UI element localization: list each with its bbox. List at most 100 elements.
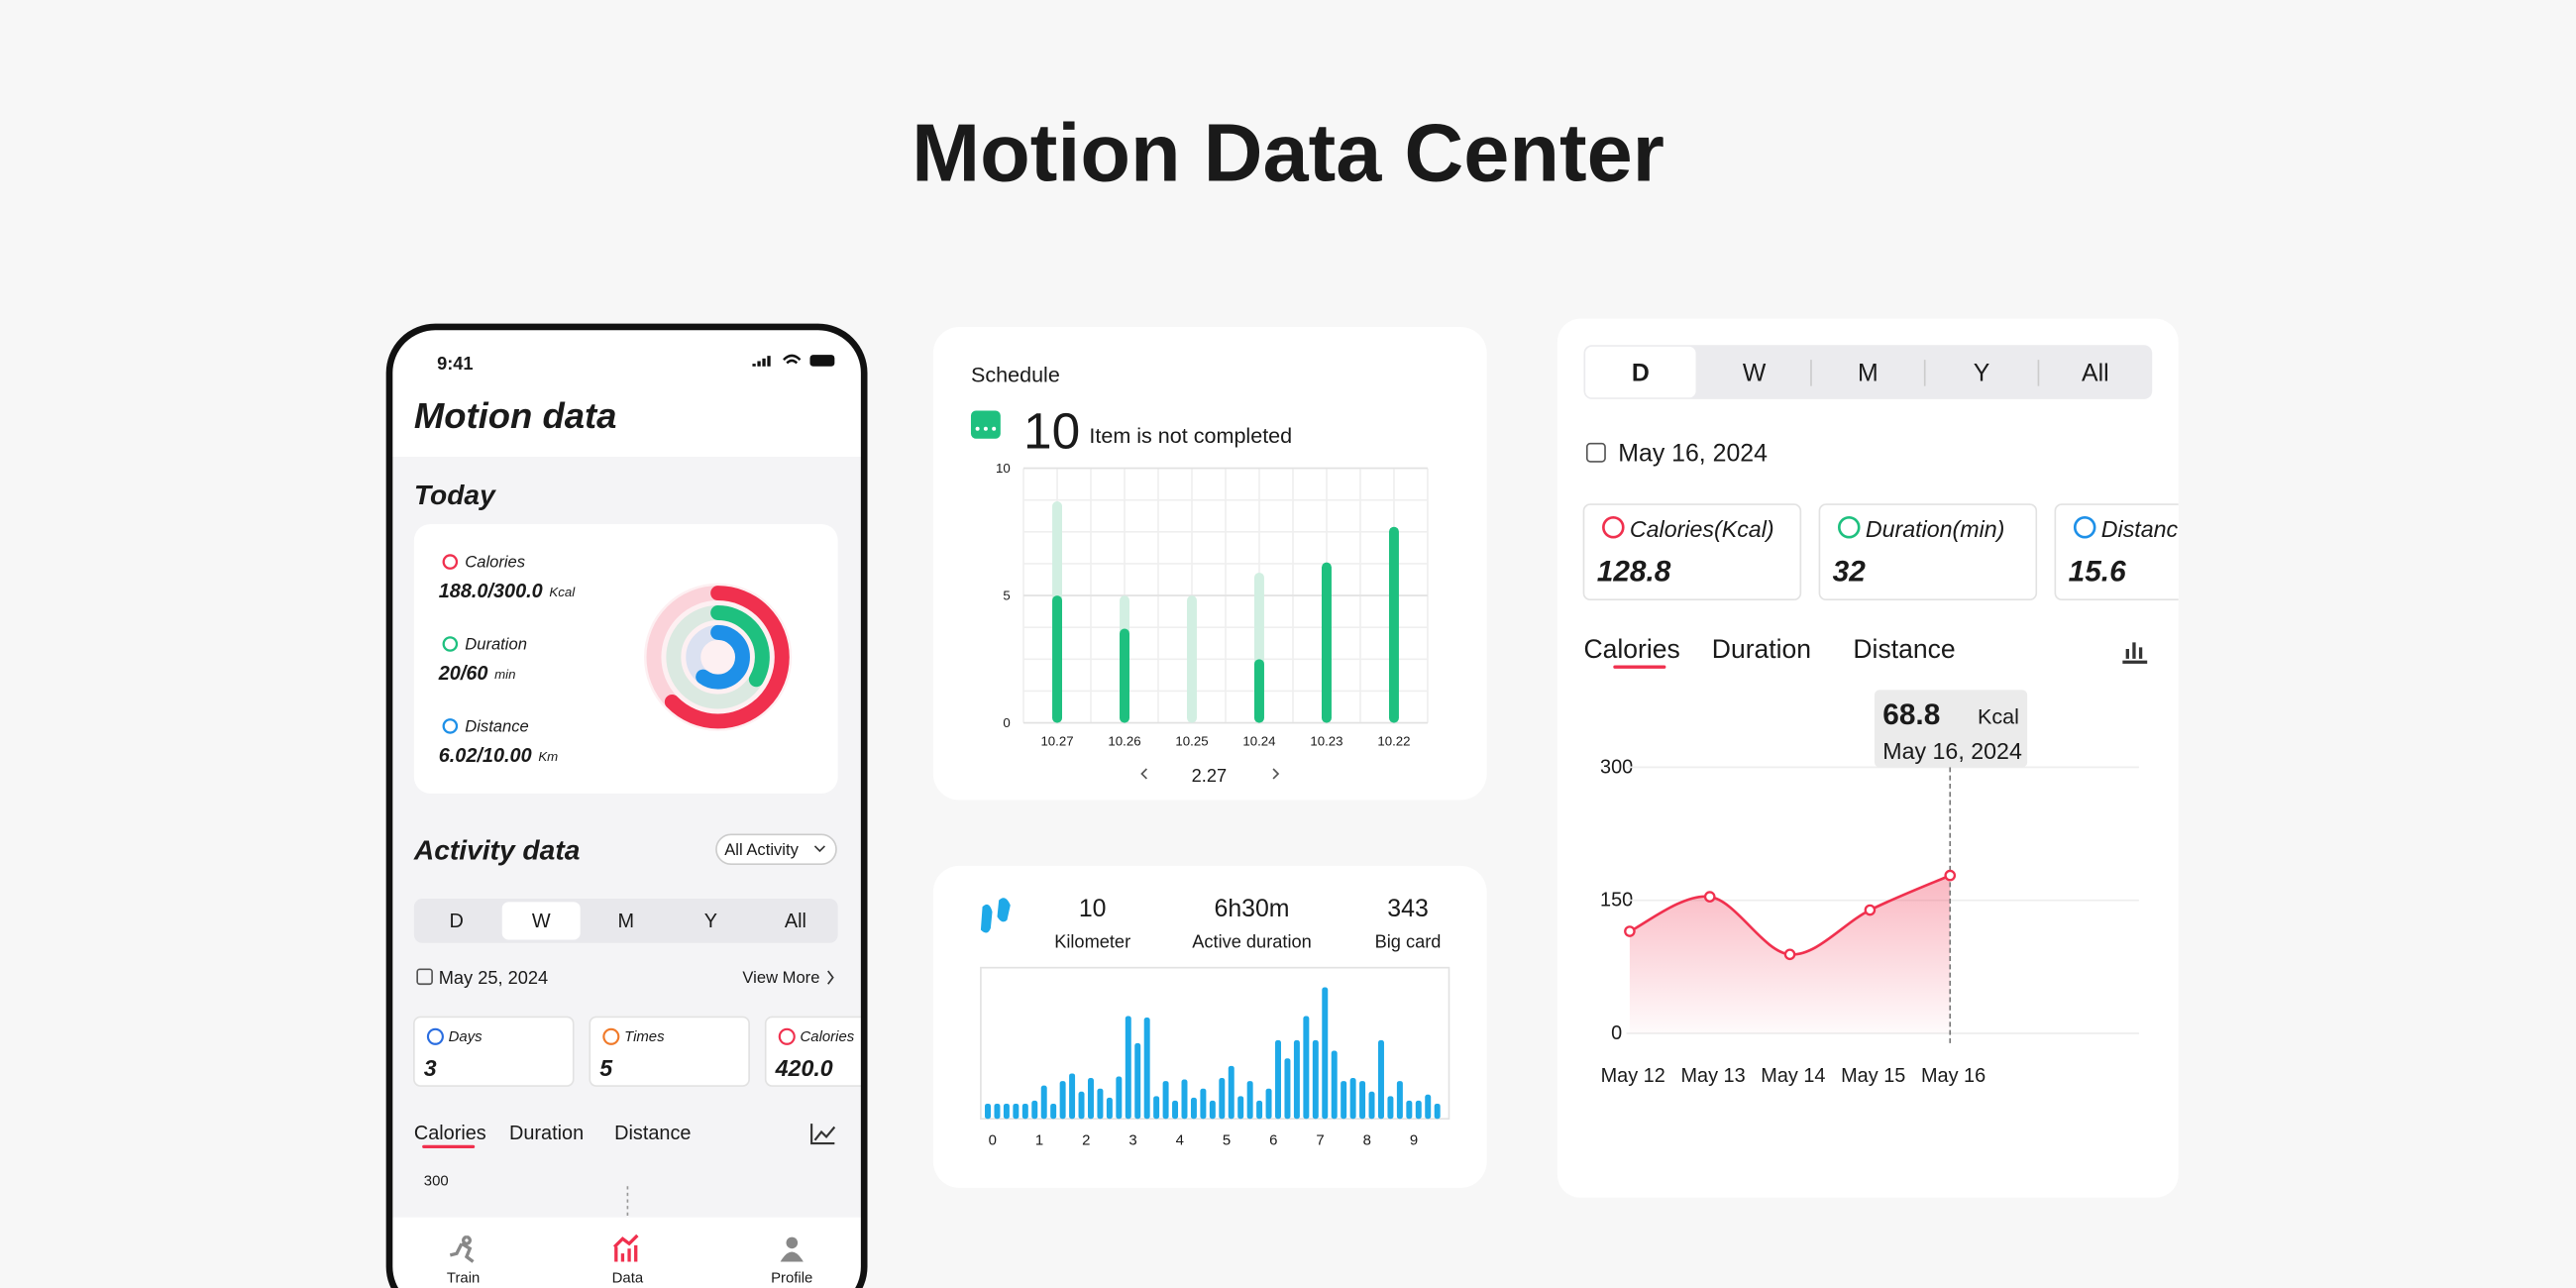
period-tab[interactable]: All bbox=[2082, 359, 2109, 386]
metric-icon bbox=[2073, 515, 2096, 539]
bar bbox=[1078, 1091, 1085, 1120]
stat-label: Days bbox=[449, 1028, 483, 1045]
bar bbox=[1256, 1100, 1263, 1120]
x-tick-label: May 15 bbox=[1841, 1065, 1905, 1087]
bar-chart-icon[interactable] bbox=[2122, 642, 2148, 664]
ring-center bbox=[644, 583, 793, 731]
bar bbox=[1040, 1085, 1047, 1120]
bar bbox=[1190, 1097, 1197, 1120]
point bbox=[1703, 891, 1716, 903]
phone-frame bbox=[385, 323, 868, 1288]
bar bbox=[1153, 1096, 1160, 1120]
header-bg bbox=[388, 326, 865, 457]
bar bbox=[1228, 1065, 1234, 1120]
period-tab[interactable]: W bbox=[1743, 359, 1767, 386]
metric-label: Calories(Kcal) bbox=[1630, 516, 1774, 542]
x-tick-label: 2 bbox=[1082, 1131, 1090, 1148]
bar bbox=[1003, 1103, 1010, 1120]
metric-tab[interactable]: Duration bbox=[1712, 634, 1811, 664]
ring-label: Calories bbox=[465, 553, 525, 572]
bar bbox=[1275, 1039, 1281, 1120]
bar bbox=[1200, 1088, 1207, 1120]
ring-icon bbox=[442, 636, 459, 652]
tooltip-unit: Kcal bbox=[1978, 703, 2019, 728]
ring-arc bbox=[666, 605, 770, 709]
view-more[interactable]: View More bbox=[742, 968, 819, 987]
period-tab[interactable]: M bbox=[617, 911, 634, 932]
metric-tab[interactable]: Distance bbox=[1853, 634, 1955, 664]
bar bbox=[1387, 1096, 1394, 1120]
period-tab[interactable]: D bbox=[449, 911, 463, 932]
bar bbox=[1341, 1081, 1347, 1120]
bar bbox=[1349, 1078, 1356, 1120]
ring-value: 20/60 bbox=[438, 663, 488, 685]
y-tick-label: 300 bbox=[1600, 756, 1633, 778]
metric-tab[interactable]: Calories bbox=[1583, 634, 1679, 664]
signal-bar bbox=[752, 364, 756, 367]
bar bbox=[1406, 1100, 1413, 1120]
y-tick-label: 0 bbox=[1611, 1022, 1622, 1044]
bar bbox=[1434, 1103, 1441, 1120]
bar bbox=[1331, 1050, 1338, 1120]
bar bbox=[1069, 1073, 1076, 1120]
metric-tab[interactable]: Distance bbox=[614, 1123, 691, 1144]
period-tab[interactable]: All bbox=[785, 911, 806, 932]
period-tab[interactable]: D bbox=[1632, 359, 1650, 386]
bar bbox=[1377, 1039, 1384, 1120]
bar bbox=[994, 1103, 1001, 1120]
screen-heading: Motion data bbox=[414, 395, 617, 436]
filter-label[interactable]: All Activity bbox=[724, 840, 799, 859]
x-tick-label: 10.24 bbox=[1242, 733, 1275, 748]
bar bbox=[1143, 1018, 1150, 1120]
nav-label[interactable]: Data bbox=[612, 1270, 644, 1287]
period-tab[interactable]: M bbox=[1858, 359, 1878, 386]
point bbox=[1944, 869, 1957, 882]
metric-icon bbox=[1837, 515, 1861, 539]
count: 10 bbox=[1023, 401, 1080, 459]
x-tick-label: 9 bbox=[1410, 1131, 1418, 1148]
bar bbox=[1125, 1016, 1131, 1120]
filter-button[interactable] bbox=[715, 833, 837, 866]
bar bbox=[1120, 628, 1129, 723]
x-tick-label: 10.25 bbox=[1175, 733, 1208, 748]
ring-icon bbox=[442, 554, 459, 570]
battery-icon bbox=[809, 355, 835, 367]
metric-value: 32 bbox=[1833, 556, 1867, 589]
period-tab[interactable]: W bbox=[532, 911, 551, 932]
bar bbox=[1181, 1079, 1188, 1120]
y-tick-label: 5 bbox=[1003, 589, 1010, 603]
card-title: Schedule bbox=[971, 363, 1060, 387]
pager-next[interactable] bbox=[1272, 768, 1280, 780]
pager-label: 2.27 bbox=[1192, 765, 1227, 786]
bar bbox=[1134, 1042, 1141, 1120]
bar bbox=[1293, 1039, 1300, 1120]
nav-label[interactable]: Profile bbox=[771, 1270, 812, 1287]
bar bbox=[1359, 1081, 1366, 1120]
stat-label: Calories bbox=[801, 1028, 855, 1045]
calendar-icon bbox=[1585, 442, 1606, 463]
bar bbox=[1087, 1078, 1094, 1120]
bar bbox=[1388, 526, 1399, 723]
date: May 16, 2024 bbox=[1618, 440, 1768, 468]
stat-label: Big card bbox=[1375, 931, 1442, 952]
bar bbox=[1237, 1096, 1244, 1120]
metric-label: Duration(min) bbox=[1866, 516, 2005, 542]
x-tick-label: May 14 bbox=[1761, 1065, 1825, 1087]
period-tab[interactable]: Y bbox=[704, 911, 717, 932]
period-tab[interactable]: Y bbox=[1974, 359, 1990, 386]
bar bbox=[1209, 1100, 1216, 1120]
ring-value-line: 188.0/300.0 Kcal bbox=[439, 581, 576, 602]
pager-prev[interactable] bbox=[1140, 768, 1147, 780]
nav-label[interactable]: Train bbox=[447, 1270, 480, 1287]
metric-tab[interactable]: Calories bbox=[414, 1123, 486, 1144]
y-tick-label: 150 bbox=[1600, 890, 1633, 912]
metric-card bbox=[1818, 503, 2038, 601]
ring-value: 188.0/300.0 bbox=[439, 581, 543, 602]
stat-value: 5 bbox=[599, 1055, 613, 1081]
bar bbox=[1052, 595, 1063, 723]
tooltip-label: May 16, 2024 bbox=[1882, 738, 2022, 764]
calendar-icon bbox=[970, 410, 1001, 439]
metric-tab[interactable]: Duration bbox=[509, 1123, 584, 1144]
x-tick-label: 8 bbox=[1363, 1131, 1371, 1148]
